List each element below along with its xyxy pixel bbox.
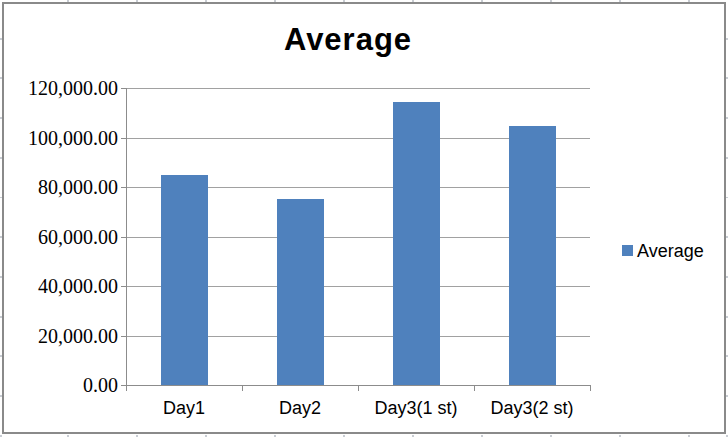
y-axis-label[interactable]: 60,000.00: [0, 227, 118, 247]
y-axis-label[interactable]: 100,000.00: [0, 128, 118, 148]
x-axis-tick: [242, 385, 243, 391]
legend-label-average[interactable]: Average: [637, 240, 704, 262]
y-axis-label[interactable]: 20,000.00: [0, 326, 118, 346]
y-axis-line: [126, 88, 127, 385]
x-axis-label[interactable]: Day3(1 st): [351, 396, 481, 420]
y-axis-label[interactable]: 0.00: [0, 375, 118, 395]
y-gridline: [126, 88, 590, 89]
chart-area-frame[interactable]: [2, 2, 726, 434]
excel-chart-screenshot: Average 120,000.00 100,000.00 80,000.00 60,…: [0, 0, 728, 437]
bar-day2[interactable]: [277, 199, 324, 385]
x-axis-label[interactable]: Day1: [119, 396, 249, 420]
y-axis-label[interactable]: 120,000.00: [0, 78, 118, 98]
bar-day3-1-st[interactable]: [393, 102, 440, 385]
chart-title[interactable]: Average: [48, 22, 648, 58]
y-axis-label[interactable]: 80,000.00: [0, 177, 118, 197]
bar-day1[interactable]: [161, 175, 208, 385]
x-axis-tick: [590, 385, 591, 391]
legend-swatch-average-icon: [622, 245, 633, 256]
x-axis-tick: [474, 385, 475, 391]
x-axis-tick: [126, 385, 127, 391]
y-axis-label[interactable]: 40,000.00: [0, 276, 118, 296]
x-axis-tick: [358, 385, 359, 391]
x-axis-label[interactable]: Day3(2 st): [467, 396, 597, 420]
bar-day3-2-st[interactable]: [509, 126, 556, 385]
x-axis-label[interactable]: Day2: [235, 396, 365, 420]
